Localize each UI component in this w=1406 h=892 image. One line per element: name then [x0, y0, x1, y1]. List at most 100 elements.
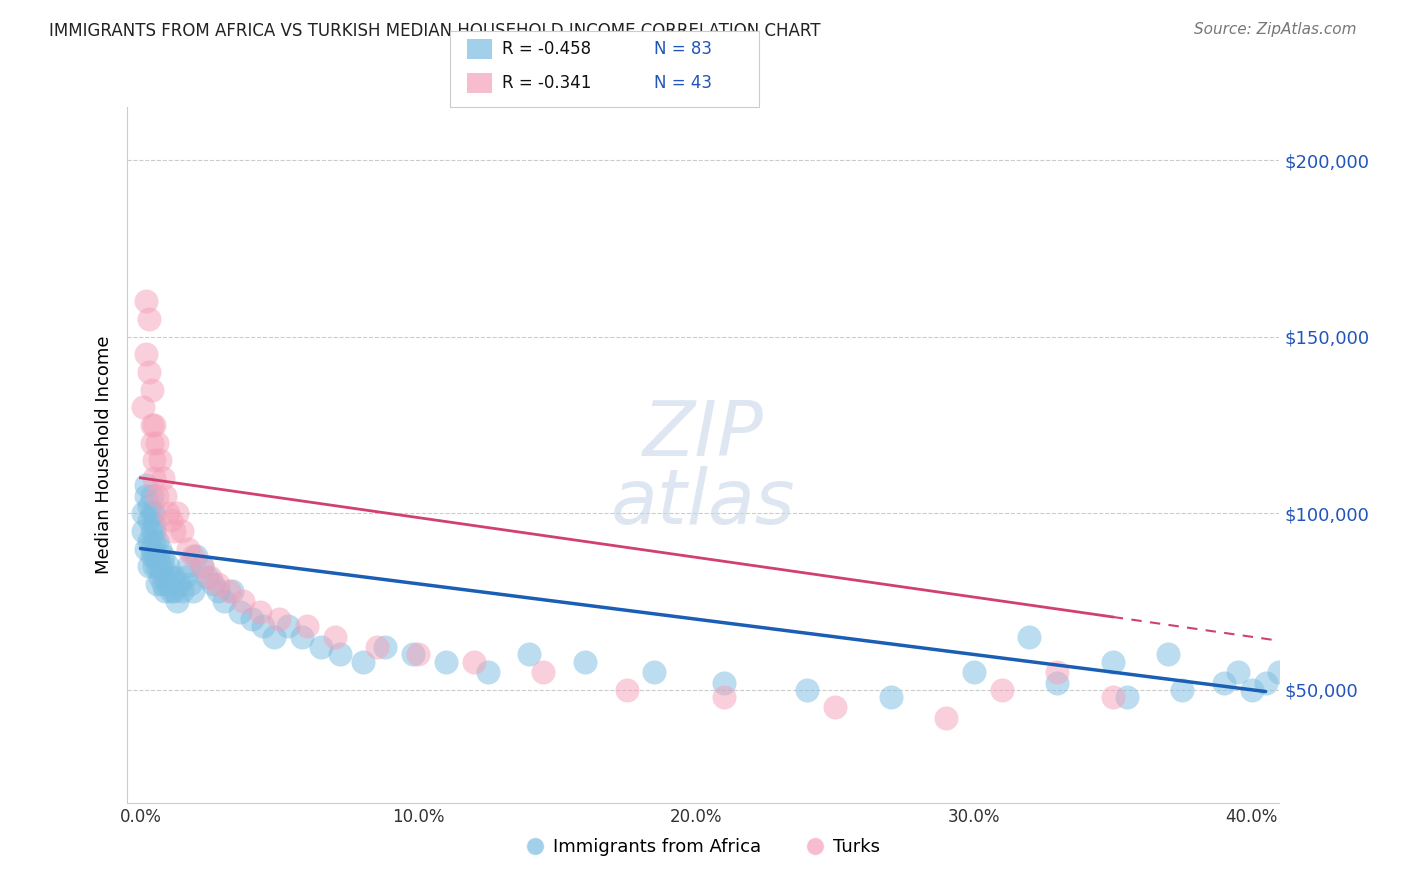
Point	[155, 570, 177, 584]
Text: Source: ZipAtlas.com: Source: ZipAtlas.com	[1194, 22, 1357, 37]
Point	[149, 559, 172, 574]
Point	[163, 583, 186, 598]
Point	[519, 648, 541, 662]
Point	[232, 594, 254, 608]
Legend: Immigrants from Africa, Turks: Immigrants from Africa, Turks	[519, 831, 887, 863]
Point	[574, 655, 596, 669]
Text: ZIP
atlas: ZIP atlas	[610, 398, 796, 540]
Point	[269, 612, 291, 626]
Point	[173, 570, 195, 584]
Point	[143, 534, 166, 549]
Point	[138, 559, 160, 574]
Point	[323, 630, 346, 644]
Point	[1157, 648, 1180, 662]
Point	[616, 682, 638, 697]
Point	[135, 347, 157, 361]
Point	[643, 665, 665, 680]
Point	[263, 630, 285, 644]
Point	[138, 534, 160, 549]
Point	[176, 541, 198, 556]
Point	[796, 682, 818, 697]
Point	[172, 524, 194, 538]
Point	[152, 549, 174, 563]
Point	[160, 570, 183, 584]
Point	[181, 549, 204, 563]
Point	[1240, 682, 1263, 697]
Point	[252, 619, 274, 633]
Point	[290, 630, 312, 644]
Point	[135, 478, 157, 492]
Point	[295, 619, 318, 633]
Point	[1171, 682, 1194, 697]
Point	[143, 559, 166, 574]
Point	[229, 605, 252, 619]
Point	[135, 294, 157, 309]
Point	[190, 559, 212, 574]
Text: N = 83: N = 83	[654, 40, 711, 58]
Point	[155, 489, 177, 503]
Point	[879, 690, 901, 704]
Point	[143, 524, 166, 538]
Point	[141, 541, 163, 556]
Point	[212, 594, 235, 608]
Point	[477, 665, 499, 680]
Point	[434, 655, 457, 669]
Point	[824, 700, 846, 714]
Point	[277, 619, 299, 633]
Point	[207, 583, 229, 598]
Point	[531, 665, 554, 680]
Point	[240, 612, 263, 626]
Point	[146, 534, 169, 549]
Point	[1046, 675, 1069, 690]
Point	[157, 577, 180, 591]
Point	[152, 471, 174, 485]
Point	[184, 549, 207, 563]
Point	[963, 665, 986, 680]
Point	[190, 559, 212, 574]
Point	[1046, 665, 1069, 680]
Point	[132, 401, 155, 415]
Point	[141, 549, 163, 563]
Point	[1115, 690, 1137, 704]
Point	[132, 524, 155, 538]
Point	[179, 577, 201, 591]
Point	[157, 559, 180, 574]
Text: R = -0.341: R = -0.341	[502, 74, 592, 92]
Point	[143, 453, 166, 467]
Point	[146, 489, 169, 503]
Point	[1268, 665, 1291, 680]
Point	[135, 541, 157, 556]
Point	[152, 559, 174, 574]
Point	[366, 640, 388, 655]
Text: R = -0.458: R = -0.458	[502, 40, 591, 58]
Point	[149, 453, 172, 467]
Text: N = 43: N = 43	[654, 74, 711, 92]
Point	[143, 417, 166, 432]
Point	[207, 577, 229, 591]
Point	[141, 524, 163, 538]
Point	[152, 577, 174, 591]
Point	[221, 583, 243, 598]
Point	[374, 640, 396, 655]
Point	[146, 559, 169, 574]
Point	[1101, 690, 1123, 704]
Point	[169, 577, 191, 591]
Point	[713, 675, 735, 690]
Point	[141, 489, 163, 503]
Point	[155, 583, 177, 598]
Point	[160, 513, 183, 527]
Point	[402, 648, 425, 662]
Point	[141, 417, 163, 432]
Point	[1254, 675, 1277, 690]
Point	[138, 513, 160, 527]
Point	[181, 583, 204, 598]
Point	[146, 549, 169, 563]
Point	[935, 711, 957, 725]
Point	[157, 506, 180, 520]
Text: IMMIGRANTS FROM AFRICA VS TURKISH MEDIAN HOUSEHOLD INCOME CORRELATION CHART: IMMIGRANTS FROM AFRICA VS TURKISH MEDIAN…	[49, 22, 821, 40]
Point	[143, 506, 166, 520]
Point	[143, 516, 166, 531]
Point	[172, 583, 194, 598]
Point	[138, 499, 160, 513]
Point	[1226, 665, 1249, 680]
